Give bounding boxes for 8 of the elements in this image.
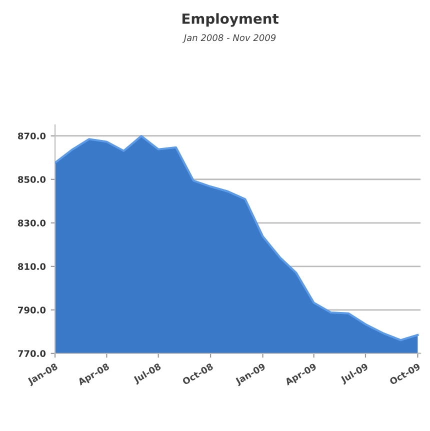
y-tick-label: 810.0 [18,263,46,270]
y-tick-label: 770.0 [18,350,46,357]
chart-title: Employment [182,13,279,27]
y-tick-label: 850.0 [18,176,46,183]
chart-subtitle: Jan 2008 - Nov 2009 [182,34,276,43]
y-tick-label: 870.0 [18,132,46,140]
y-tick-label: 830.0 [18,220,46,226]
y-tick-label: 790.0 [18,306,46,314]
